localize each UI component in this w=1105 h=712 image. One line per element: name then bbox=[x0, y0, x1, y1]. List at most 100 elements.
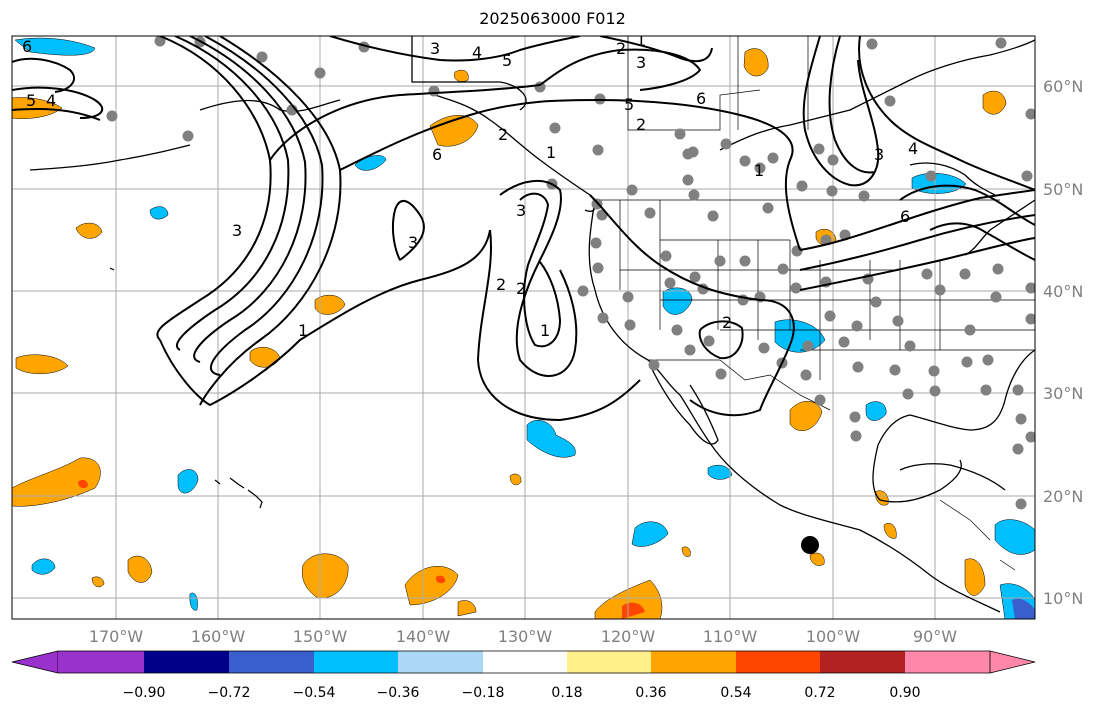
station-dot bbox=[990, 291, 1002, 303]
contour-label: 6 bbox=[432, 145, 442, 164]
fill-cool-region bbox=[14, 37, 96, 56]
station-dot bbox=[992, 263, 1004, 275]
station-dot bbox=[648, 359, 660, 371]
lat-label: 30°N bbox=[1043, 384, 1083, 403]
station-dot bbox=[720, 138, 732, 150]
contour-label: 6 bbox=[696, 89, 706, 108]
lat-label: 60°N bbox=[1043, 77, 1083, 96]
station-dot bbox=[826, 185, 838, 197]
fill-warm-region bbox=[127, 555, 153, 583]
station-dot bbox=[820, 234, 832, 246]
lon-label: 120°W bbox=[601, 627, 656, 646]
contour-label: 1 bbox=[540, 321, 550, 340]
colorbar-tick-label: −0.54 bbox=[293, 685, 336, 701]
colorbar-bin bbox=[483, 651, 567, 673]
station-dot bbox=[790, 282, 802, 294]
lat-label: 50°N bbox=[1043, 180, 1083, 199]
station-dot bbox=[688, 189, 700, 201]
contour-label: 1 bbox=[298, 321, 308, 340]
colorbar-bin bbox=[820, 651, 905, 673]
station-dot bbox=[644, 207, 656, 219]
fill-warm-region bbox=[302, 553, 349, 599]
station-dot bbox=[1012, 443, 1024, 455]
fill-warm-region bbox=[314, 294, 346, 315]
anomaly-fills bbox=[12, 37, 1035, 619]
lon-label: 170°W bbox=[89, 627, 144, 646]
station-dot bbox=[813, 143, 825, 155]
colorbar-tick-label: 0.54 bbox=[720, 685, 751, 701]
colorbar: −0.90 −0.72 −0.54 −0.36 −0.18 0.18 0.36 … bbox=[11, 650, 1036, 701]
station-dot bbox=[590, 237, 602, 249]
station-dot bbox=[687, 146, 699, 158]
station-dot bbox=[592, 144, 604, 156]
colorbar-tick-label: 0.72 bbox=[804, 685, 835, 701]
contour-label: 2 bbox=[636, 115, 646, 134]
contour-label: 6 bbox=[22, 37, 32, 56]
station-dot bbox=[592, 262, 604, 274]
lon-label: 130°W bbox=[498, 627, 553, 646]
contour-label: 2 bbox=[722, 313, 732, 332]
station-dot bbox=[1025, 431, 1035, 443]
fill-cool-region bbox=[526, 420, 576, 458]
colorbar-bin bbox=[651, 651, 736, 673]
map-area bbox=[12, 36, 1035, 619]
station-dot bbox=[929, 385, 941, 397]
map-frame bbox=[11, 35, 1036, 620]
fill-cool-region bbox=[994, 519, 1035, 555]
colorbar-bin bbox=[58, 651, 144, 673]
station-dot bbox=[767, 152, 779, 164]
station-dot bbox=[889, 364, 901, 376]
station-dot bbox=[674, 128, 686, 140]
contour-label: 2 bbox=[616, 39, 626, 58]
center-marker bbox=[801, 536, 819, 554]
fill-hot-region bbox=[435, 575, 446, 584]
contour-label: 6 bbox=[900, 207, 910, 226]
station-dot bbox=[796, 180, 808, 192]
station-dot bbox=[959, 268, 971, 280]
fill-cool-region bbox=[631, 521, 669, 547]
lon-label: 100°W bbox=[806, 627, 861, 646]
contour-label: 5 bbox=[624, 95, 634, 114]
fill-warm-region bbox=[457, 600, 477, 617]
lon-label: 140°W bbox=[396, 627, 451, 646]
lon-label: 110°W bbox=[703, 627, 758, 646]
station-dot bbox=[739, 255, 751, 267]
contour-label: 4 bbox=[908, 139, 918, 158]
station-dot bbox=[762, 202, 774, 214]
colorbar-tick-label: 0.36 bbox=[635, 685, 666, 701]
political-borders bbox=[595, 36, 1035, 571]
station-dot bbox=[925, 170, 937, 182]
station-dot bbox=[758, 342, 770, 354]
contour-label: 2 bbox=[498, 125, 508, 144]
fill-cool-region bbox=[177, 469, 199, 494]
station-dot bbox=[671, 324, 683, 336]
station-dot bbox=[852, 361, 864, 373]
lon-label: 150°W bbox=[293, 627, 348, 646]
colorbar-bin bbox=[229, 651, 314, 673]
station-dot bbox=[715, 368, 727, 380]
contour-label: 5 bbox=[502, 51, 512, 70]
station-dot bbox=[902, 388, 914, 400]
fill-cool-region bbox=[31, 558, 56, 575]
colorbar-tick-label: −0.72 bbox=[208, 685, 251, 701]
map-title: 2025063000 F012 bbox=[479, 9, 626, 28]
colorbar-tick-label: −0.18 bbox=[462, 685, 505, 701]
colorbar-tick-label: 0.90 bbox=[889, 685, 920, 701]
station-dot bbox=[814, 394, 826, 406]
colorbar-bin bbox=[398, 651, 483, 673]
contour-label: 3 bbox=[408, 233, 418, 252]
fill-hot-region bbox=[78, 479, 88, 489]
station-dot bbox=[314, 67, 326, 79]
station-dot bbox=[182, 130, 194, 142]
station-dot bbox=[549, 122, 561, 134]
contour-label: 2 bbox=[516, 279, 526, 298]
station-dot bbox=[622, 291, 634, 303]
station-dot bbox=[802, 340, 814, 352]
station-dot bbox=[154, 36, 166, 47]
station-dot bbox=[1015, 498, 1027, 510]
fill-warm-region bbox=[91, 576, 105, 588]
station-dot bbox=[884, 95, 896, 107]
station-dot bbox=[849, 411, 861, 423]
fill-cool-region bbox=[189, 592, 198, 611]
fill-warm-region bbox=[743, 48, 769, 77]
